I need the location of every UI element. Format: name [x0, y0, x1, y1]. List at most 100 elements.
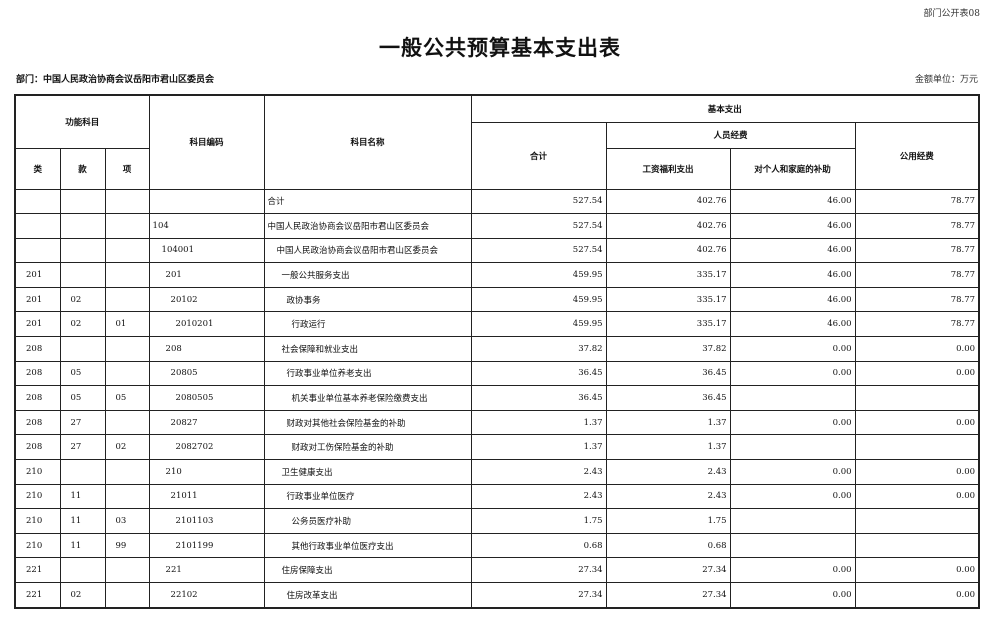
cell-lei: 221: [14, 581, 61, 609]
cell-public: 78.77: [854, 213, 980, 239]
table-row: 210 11 03 2101103 公务员医疗补助 1.75 1.75: [14, 508, 980, 534]
cell-xiang: [104, 336, 150, 362]
cell-name: 住房改革支出: [263, 581, 472, 609]
cell-salary: 27.34: [605, 557, 731, 583]
cell-lei: 208: [14, 360, 61, 387]
cell-subsidy: 0.00: [729, 336, 856, 362]
cell-salary: 335.17: [605, 311, 731, 338]
cell-xiang: [104, 237, 150, 264]
cell-public: [854, 508, 980, 534]
cell-subsidy: 0.00: [729, 360, 856, 387]
table-row: 合计 527.54 402.76 46.00 78.77: [14, 188, 980, 215]
budget-table: 功能科目 科目编码 科目名称 基本支出 合计 人员经费 公用经费 类 款 项 工…: [14, 94, 981, 609]
cell-total: 459.95: [470, 262, 607, 288]
form-number: 部门公开表08: [923, 9, 980, 19]
cell-xiang: [104, 581, 150, 609]
cell-code: 20102: [148, 286, 265, 313]
cell-salary: 37.82: [605, 336, 731, 362]
cell-xiang: 02: [104, 434, 150, 461]
cell-total: 1.37: [470, 409, 607, 436]
cell-kuan: 05: [59, 385, 106, 411]
header-basic-expense: 基本支出: [470, 94, 980, 123]
cell-lei: 210: [14, 483, 61, 510]
cell-name: 中国人民政治协商会议岳阳市君山区委员会: [263, 213, 472, 239]
cell-kuan: 02: [59, 286, 106, 313]
cell-xiang: [104, 409, 150, 436]
cell-kuan: 11: [59, 532, 106, 559]
cell-public: 78.77: [854, 262, 980, 288]
cell-total: 527.54: [470, 213, 607, 239]
cell-xiang: [104, 483, 150, 510]
cell-public: 78.77: [854, 286, 980, 313]
cell-salary: 2.43: [605, 483, 731, 510]
cell-kuan: [59, 336, 106, 362]
header-subsidy: 对个人和家庭的补助: [729, 147, 856, 190]
cell-total: 0.68: [470, 532, 607, 559]
header-lei: 类: [14, 147, 61, 190]
cell-total: 459.95: [470, 311, 607, 338]
cell-public: [854, 532, 980, 559]
cell-public: [854, 385, 980, 411]
cell-public: 0.00: [854, 557, 980, 583]
cell-kuan: [59, 459, 106, 485]
cell-code: 221: [148, 557, 265, 583]
table-row: 201 201 一般公共服务支出 459.95 335.17 46.00 78.77: [14, 262, 980, 288]
table-row: 210 11 99 2101199 其他行政事业单位医疗支出 0.68 0.68: [14, 532, 980, 559]
cell-subsidy: 0.00: [729, 409, 856, 436]
cell-code: [148, 188, 265, 215]
cell-public: 78.77: [854, 188, 980, 215]
table-row: 208 05 20805 行政事业单位养老支出 36.45 36.45 0.00 0.00: [14, 360, 980, 387]
cell-public: 0.00: [854, 581, 980, 609]
cell-public: 0.00: [854, 360, 980, 387]
page-title: 一般公共预算基本支出表: [379, 35, 621, 60]
cell-kuan: 27: [59, 434, 106, 461]
cell-salary: 27.34: [605, 581, 731, 609]
table-row: 201 02 20102 政协事务 459.95 335.17 46.00 78.77: [14, 286, 980, 313]
table-body: 合计 527.54 402.76 46.00 78.77 104 中国人民政治协商会议岳阳市…: [14, 188, 980, 609]
cell-name: 行政事业单位养老支出: [263, 360, 472, 387]
cell-kuan: [59, 188, 106, 215]
cell-subsidy: 0.00: [729, 483, 856, 510]
cell-xiang: 99: [104, 532, 150, 559]
cell-xiang: 05: [104, 385, 150, 411]
cell-public: [854, 434, 980, 461]
cell-code: 21011: [148, 483, 265, 510]
cell-salary: 335.17: [605, 286, 731, 313]
cell-code: 2010201: [148, 311, 265, 338]
cell-subsidy: 46.00: [729, 311, 856, 338]
header-kuan: 款: [59, 147, 106, 190]
cell-kuan: 02: [59, 311, 106, 338]
cell-subsidy: [729, 385, 856, 411]
cell-subsidy: 0.00: [729, 557, 856, 583]
cell-name: 卫生健康支出: [263, 459, 472, 485]
cell-subsidy: 46.00: [729, 286, 856, 313]
cell-name: 其他行政事业单位医疗支出: [263, 532, 472, 559]
table-row: 221 221 住房保障支出 27.34 27.34 0.00 0.00: [14, 557, 980, 583]
cell-subsidy: 0.00: [729, 581, 856, 609]
table-row: 221 02 22102 住房改革支出 27.34 27.34 0.00 0.00: [14, 581, 980, 609]
cell-xiang: [104, 213, 150, 239]
cell-lei: 201: [14, 286, 61, 313]
header-total: 合计: [470, 121, 607, 190]
cell-total: 459.95: [470, 286, 607, 313]
cell-code: 104: [148, 213, 265, 239]
cell-lei: 208: [14, 385, 61, 411]
cell-xiang: 01: [104, 311, 150, 338]
cell-salary: 2.43: [605, 459, 731, 485]
table-row: 104 中国人民政治协商会议岳阳市君山区委员会 527.54 402.76 46.00 7…: [14, 213, 980, 239]
cell-lei: 210: [14, 532, 61, 559]
cell-kuan: [59, 213, 106, 239]
cell-salary: 402.76: [605, 213, 731, 239]
table-row: 210 11 21011 行政事业单位医疗 2.43 2.43 0.00 0.00: [14, 483, 980, 510]
cell-total: 2.43: [470, 459, 607, 485]
cell-code: 22102: [148, 581, 265, 609]
cell-lei: 208: [14, 336, 61, 362]
cell-name: 公务员医疗补助: [263, 508, 472, 534]
cell-total: 27.34: [470, 581, 607, 609]
cell-code: 104001: [148, 237, 265, 264]
cell-salary: 0.68: [605, 532, 731, 559]
cell-public: 0.00: [854, 336, 980, 362]
cell-xiang: [104, 262, 150, 288]
cell-lei: 208: [14, 409, 61, 436]
header-code: 科目编码: [148, 94, 265, 190]
